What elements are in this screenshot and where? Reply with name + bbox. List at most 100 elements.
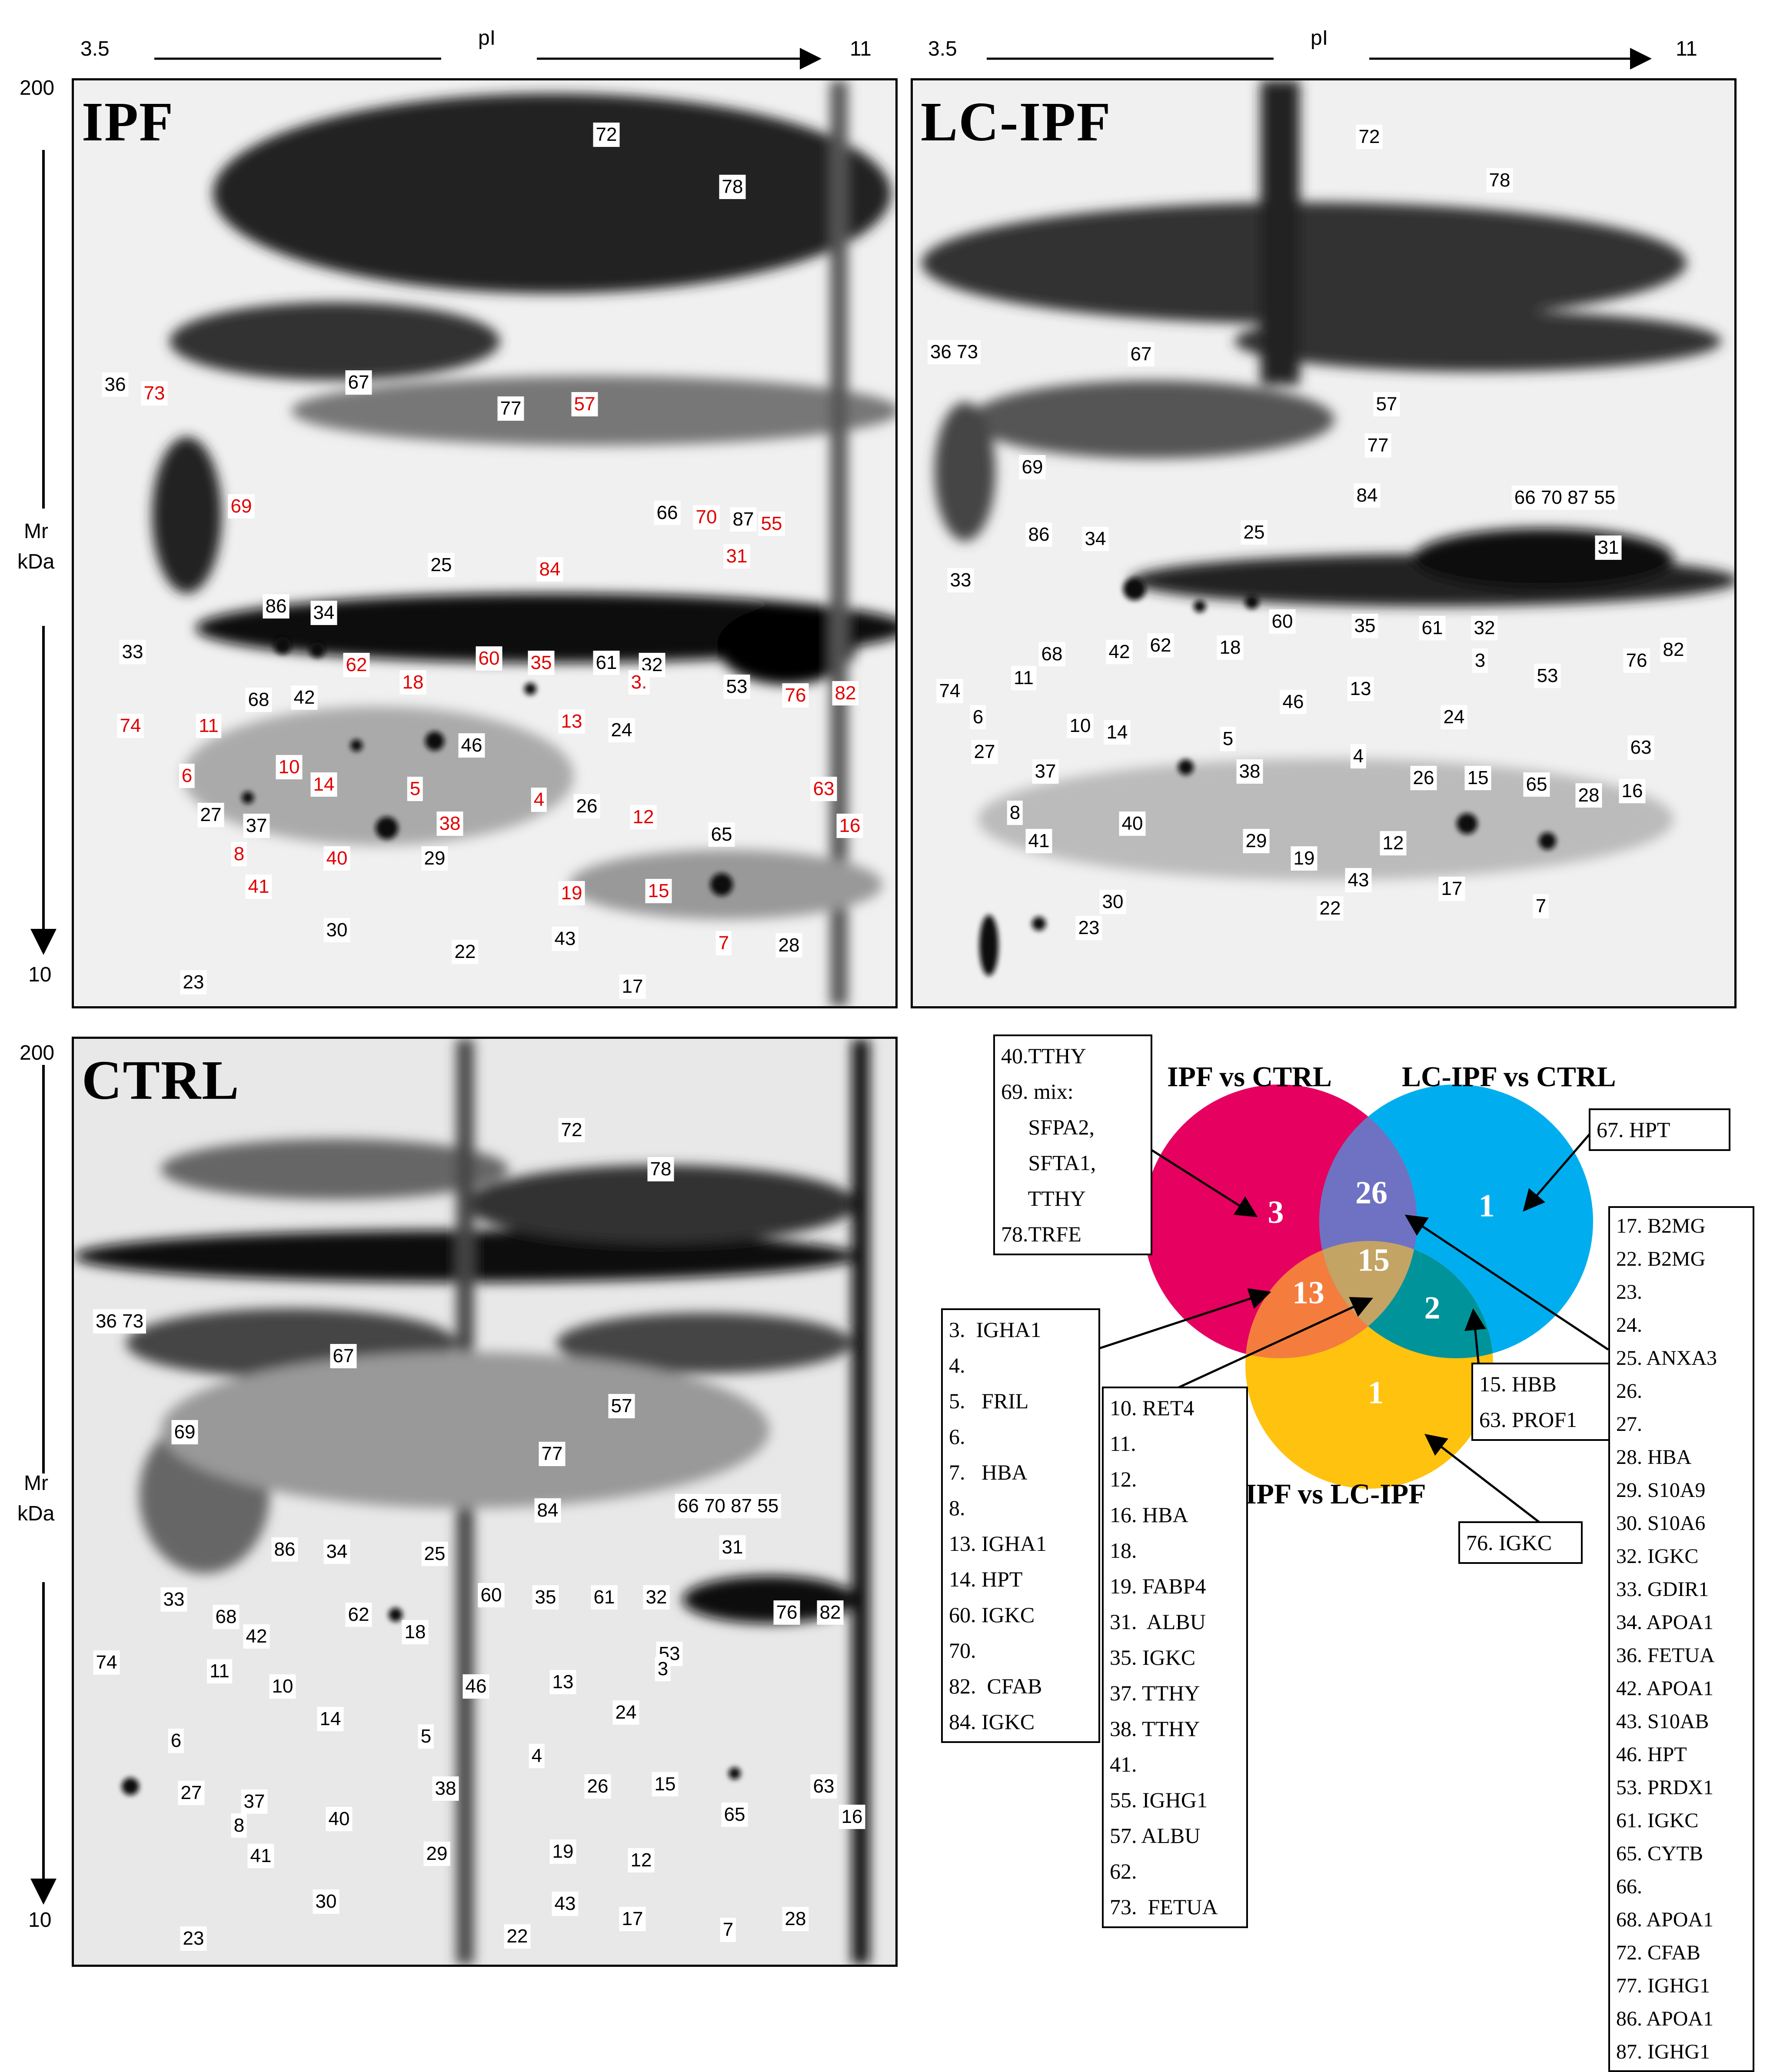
spot-label-ctrl: 60 bbox=[478, 1583, 505, 1607]
spot-label-lcipf: 8 bbox=[1007, 801, 1023, 825]
spot-label-ctrl: 22 bbox=[504, 1924, 531, 1949]
spot-label-ctrl: 74 bbox=[93, 1650, 120, 1675]
spot-label-lcipf: 23 bbox=[1075, 916, 1102, 940]
kda-label-lower: kDa bbox=[17, 1502, 55, 1525]
spot-label-lcipf: 24 bbox=[1441, 705, 1467, 729]
spot-label-ipf: 18 bbox=[399, 670, 426, 695]
spot-label-ipf: 60 bbox=[476, 646, 502, 671]
venn-overlap-lcipfctrl-ipflcipf bbox=[1319, 1241, 1493, 1358]
spot-label-lcipf: 38 bbox=[1236, 759, 1263, 784]
spot-label-ctrl: 5 bbox=[418, 1724, 434, 1749]
venn-title-ipf-lcipf: IPF vs LC-IPF bbox=[1245, 1478, 1426, 1510]
spot-label-ctrl: 8 bbox=[231, 1813, 247, 1838]
spot-label-lcipf: 72 bbox=[1356, 125, 1383, 149]
spot-label-ctrl: 26 bbox=[584, 1774, 611, 1799]
spot-label-ctrl: 68 bbox=[213, 1605, 240, 1629]
spot-label-ipf: 12 bbox=[630, 805, 657, 829]
venn-count-ipf-lcipf-only: 1 bbox=[1367, 1375, 1384, 1411]
spot-label-lcipf: 34 bbox=[1082, 527, 1109, 551]
spot-label-ctrl: 46 bbox=[462, 1674, 489, 1699]
venn-count-lcipf-ctrl-only: 1 bbox=[1478, 1188, 1495, 1224]
venn-count-ipfctrl-lcipfctrl: 26 bbox=[1355, 1175, 1387, 1211]
spot-label-lcipf: 40 bbox=[1119, 812, 1146, 836]
spot-label-ipf: 74 bbox=[117, 714, 144, 738]
spot-label-lcipf: 77 bbox=[1364, 433, 1391, 458]
mr-bottom-upper: 10 bbox=[28, 963, 52, 986]
spot-label-ctrl: 69 bbox=[171, 1420, 198, 1444]
spot-label-ipf: 55 bbox=[758, 512, 785, 536]
venn-count-ipf-ctrl-only: 3 bbox=[1268, 1194, 1284, 1231]
box-ipfctrl-lcipfctrl: 17. B2MG 22. B2MG 23. 24. 25. ANXA3 26. … bbox=[1608, 1206, 1754, 2072]
spot-label-ipf: 86 bbox=[263, 594, 289, 619]
spot-label-lcipf: 30 bbox=[1099, 890, 1126, 914]
spot-label-ctrl: 12 bbox=[628, 1848, 655, 1872]
spot-label-lcipf: 26 bbox=[1410, 766, 1437, 790]
spot-label-ctrl: 40 bbox=[326, 1807, 353, 1831]
mr-bottom-lower: 10 bbox=[28, 1909, 52, 1932]
spot-label-ipf: 30 bbox=[323, 918, 350, 942]
spot-label-lcipf: 86 bbox=[1025, 522, 1052, 547]
spot-label-ipf: 11 bbox=[196, 714, 221, 738]
mr-label-lower: Mr bbox=[24, 1472, 48, 1495]
spot-label-lcipf: 12 bbox=[1380, 831, 1407, 855]
spot-label-ctrl: 16 bbox=[838, 1805, 865, 1829]
spot-label-ctrl: 18 bbox=[402, 1620, 429, 1644]
spot-label-ctrl: 84 bbox=[534, 1498, 561, 1523]
gel-lcipf-title: LC-IPF bbox=[921, 91, 1111, 153]
venn-title-ipf-ctrl: IPF vs CTRL bbox=[1167, 1061, 1332, 1093]
gel-ctrl-title: CTRL bbox=[82, 1049, 240, 1111]
spot-label-ipf: 36 bbox=[102, 372, 129, 397]
box-ipf-ctrl-ipf-lcipf: 3. IGHA1 4. 5. FRIL 6. 7. HBA 8. 13. IGH… bbox=[941, 1308, 1100, 1743]
spot-label-ipf: 61 bbox=[593, 651, 620, 675]
spot-label-ipf: 65 bbox=[708, 822, 735, 847]
pi-start-left: 3.5 bbox=[80, 37, 110, 60]
spot-label-ctrl: 61 bbox=[591, 1585, 618, 1610]
spot-label-lcipf: 17 bbox=[1438, 877, 1465, 901]
spot-label-ipf: 28 bbox=[775, 933, 802, 958]
spot-label-ipf: 53 bbox=[723, 675, 750, 699]
spot-label-ipf: 68 bbox=[245, 688, 272, 712]
spot-label-lcipf: 41 bbox=[1025, 829, 1052, 853]
spot-label-lcipf: 18 bbox=[1217, 635, 1244, 660]
spot-label-ctrl: 33 bbox=[160, 1587, 187, 1612]
pi-start-right: 3.5 bbox=[928, 37, 957, 60]
spot-label-lcipf: 6 bbox=[970, 705, 986, 729]
spot-label-ipf: 27 bbox=[197, 803, 224, 827]
spot-label-ipf: 31 bbox=[723, 544, 750, 569]
venn-overlap-ipfctrl-ipflcipf bbox=[1245, 1241, 1417, 1358]
spot-label-ipf: 17 bbox=[619, 974, 646, 999]
venn-count-ipfctrl-ipflcipf: 13 bbox=[1292, 1275, 1324, 1311]
spot-label-lcipf: 14 bbox=[1104, 720, 1131, 745]
spot-label-ipf: 10 bbox=[276, 755, 303, 779]
spot-label-ctrl: 78 bbox=[647, 1157, 674, 1181]
venn-count-lcipfctrl-ipflcipf: 2 bbox=[1424, 1290, 1441, 1326]
spot-label-lcipf: 5 bbox=[1220, 727, 1236, 751]
spot-label-lcipf: 84 bbox=[1354, 483, 1381, 508]
spot-label-lcipf: 25 bbox=[1241, 520, 1268, 545]
spot-label-ctrl: 19 bbox=[549, 1839, 576, 1864]
spot-label-ipf: 67 bbox=[345, 370, 372, 395]
spot-label-ctrl: 11 bbox=[207, 1659, 232, 1683]
spot-label-ipf: 6 bbox=[179, 764, 195, 788]
spot-label-ipf: 72 bbox=[593, 123, 620, 147]
spot-label-ipf: 22 bbox=[452, 940, 479, 964]
spot-label-ipf: 19 bbox=[558, 881, 585, 905]
spot-label-ipf: 26 bbox=[573, 794, 600, 818]
spot-label-ctrl: 4 bbox=[529, 1744, 545, 1768]
spot-label-lcipf: 69 bbox=[1019, 455, 1046, 479]
spot-label-ipf: 78 bbox=[719, 175, 746, 199]
spot-label-lcipf: 74 bbox=[936, 679, 963, 703]
box-lcipf-ctrl-only: 67. HPT bbox=[1589, 1108, 1730, 1151]
spot-label-ipf: 25 bbox=[428, 553, 455, 577]
mr-top-upper: 200 bbox=[20, 76, 55, 100]
spot-label-ipf: 87 bbox=[730, 507, 757, 532]
spot-label-lcipf: 78 bbox=[1486, 168, 1513, 193]
spot-label-lcipf: 65 bbox=[1523, 772, 1550, 797]
gel-ipf-title: IPF bbox=[82, 91, 174, 153]
spot-label-ipf: 7 bbox=[715, 931, 732, 955]
spot-label-ipf: 70 bbox=[693, 505, 720, 529]
spot-label-ipf: 16 bbox=[836, 814, 863, 838]
spot-label-ipf: 62 bbox=[343, 653, 370, 677]
